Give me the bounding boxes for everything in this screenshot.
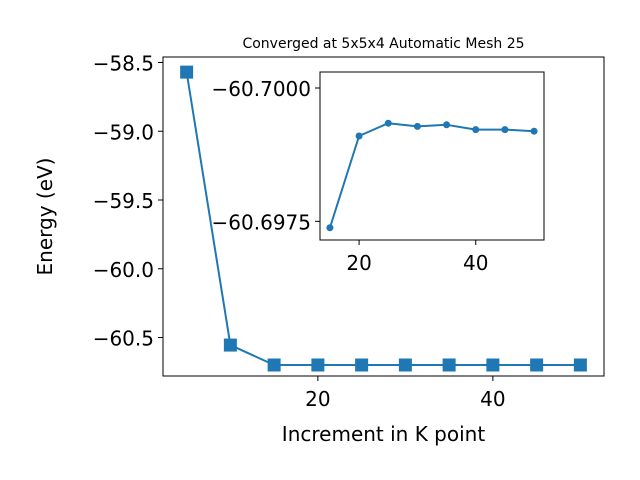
main-data-point	[530, 358, 544, 372]
main-x-tick-label: 40	[480, 387, 505, 411]
inset-x-tick-label: 20	[346, 251, 371, 275]
x-axis-label: Increment in K point	[282, 422, 486, 446]
main-data-point	[442, 358, 456, 372]
main-data-point	[267, 358, 281, 372]
chart-title: Converged at 5x5x4 Automatic Mesh 25	[242, 36, 524, 52]
main-series-line	[185, 71, 581, 366]
main-data-point	[486, 358, 500, 372]
inset-y-tick-label: −60.7000	[212, 77, 311, 101]
main-data-point	[180, 65, 194, 79]
inset-x-tick-label: 40	[463, 251, 488, 275]
inset-data-point	[413, 122, 421, 130]
main-y-tick-label: −59.0	[93, 120, 154, 144]
inset-series-line	[328, 122, 535, 229]
inset-data-point	[530, 127, 538, 135]
main-y-tick-label: −60.5	[93, 327, 154, 351]
main-data-point	[398, 358, 412, 372]
inset-plot-area	[320, 72, 544, 240]
main-data-point	[223, 338, 237, 352]
inset-data-point	[384, 119, 392, 127]
inset-data-point	[326, 224, 334, 232]
inset-y-tick-label: −60.6975	[212, 210, 311, 234]
main-axes-frame	[162, 56, 605, 377]
inset-axes-frame	[319, 71, 545, 241]
main-y-tick-label: −60.0	[93, 258, 154, 282]
main-data-point	[573, 358, 587, 372]
inset-plot: 20 40 −60.7000 −60.6975	[212, 71, 545, 275]
main-x-tick-label: 20	[305, 387, 330, 411]
inset-data-point	[443, 121, 451, 129]
inset-data-point	[355, 132, 363, 140]
main-data-point	[311, 358, 325, 372]
y-axis-label: Energy (eV)	[33, 158, 57, 276]
main-y-tick-label: −58.5	[93, 52, 154, 76]
inset-data-point	[472, 126, 480, 134]
main-y-tick-label: −59.5	[93, 189, 154, 213]
main-data-point	[355, 358, 369, 372]
inset-data-point	[501, 126, 509, 134]
